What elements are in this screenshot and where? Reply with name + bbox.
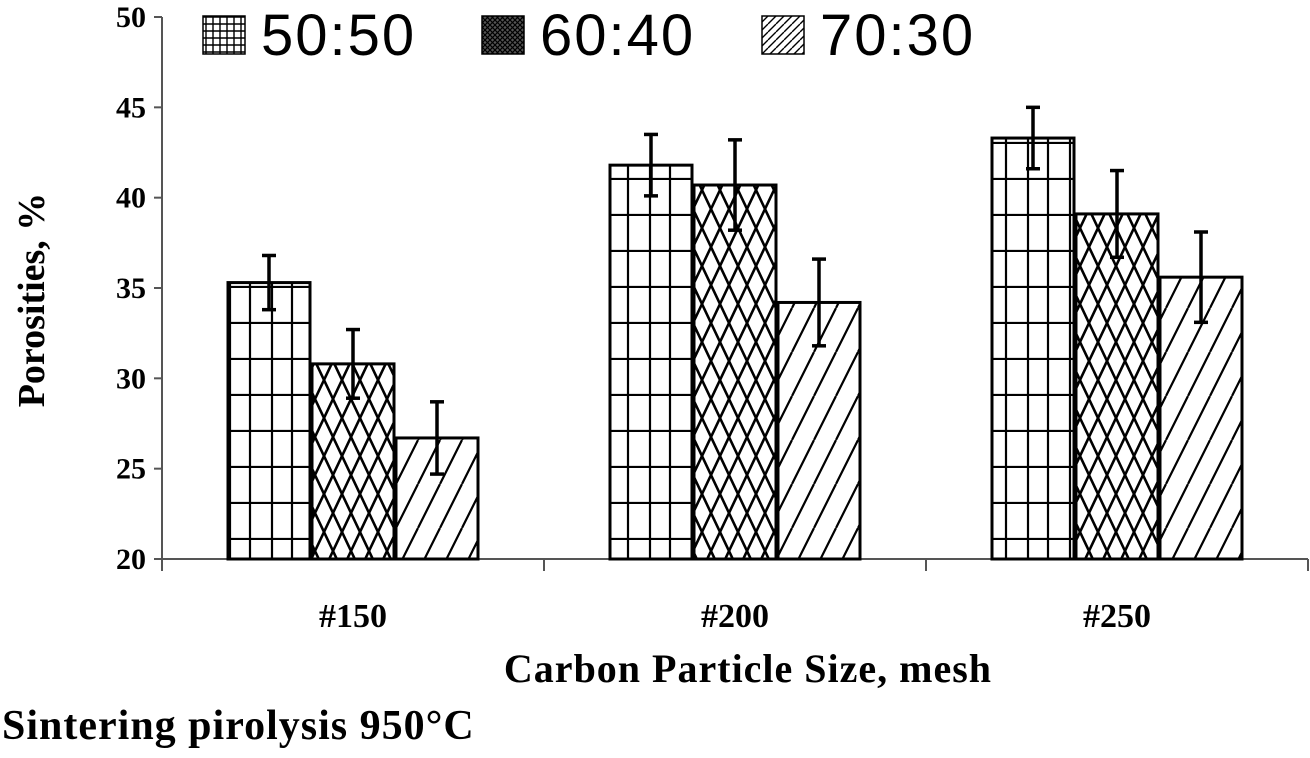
bar [692, 183, 778, 561]
error-bar [1026, 105, 1040, 171]
caption: Sintering pirolysis 950°C [2, 703, 475, 749]
x-tick-label: #250 [1083, 598, 1151, 635]
porosity-bar-chart: 20 25 30 35 40 45 50 #150 #200 #250 50:50 60:40 70:… [11, 1, 1309, 691]
error-bar [346, 327, 360, 400]
error-bar [644, 132, 658, 198]
bar [226, 281, 312, 561]
error-bar [430, 400, 444, 476]
error-bar [262, 253, 276, 312]
error-bar [1110, 168, 1124, 260]
x-tick-label: #200 [701, 598, 769, 635]
x-tick-label: #150 [319, 598, 387, 635]
legend: 50:50 60:40 70:30 [202, 3, 975, 68]
legend-swatch [202, 15, 246, 55]
error-bars [262, 105, 1208, 476]
y-tick-label: 40 [116, 182, 146, 215]
legend-item: 50:50 [202, 3, 416, 68]
axes: 20 25 30 35 40 45 50 #150 #200 #250 [116, 1, 1309, 635]
legend-item: 70:30 [761, 3, 975, 68]
legend-label: 50:50 [261, 3, 416, 68]
legend-item: 60:40 [481, 3, 695, 68]
bar [990, 136, 1076, 561]
x-axis-label: Carbon Particle Size, mesh [504, 646, 992, 691]
error-bar [728, 138, 742, 232]
legend-label: 70:30 [820, 3, 975, 68]
y-tick-label: 30 [116, 362, 146, 395]
y-axis-label: Porosities, % [11, 193, 53, 408]
error-bar [1194, 230, 1208, 325]
y-tick-label: 35 [116, 272, 146, 305]
y-tick-label: 25 [116, 453, 146, 486]
bar [608, 163, 694, 561]
bar [1158, 275, 1244, 561]
legend-swatch [761, 15, 805, 55]
legend-swatch [481, 15, 525, 55]
error-bar [812, 257, 826, 348]
legend-label: 60:40 [540, 3, 695, 68]
y-tick-label: 50 [116, 1, 146, 34]
y-tick-label: 20 [116, 543, 146, 576]
y-tick-label: 45 [116, 91, 146, 124]
bar [1074, 212, 1160, 561]
